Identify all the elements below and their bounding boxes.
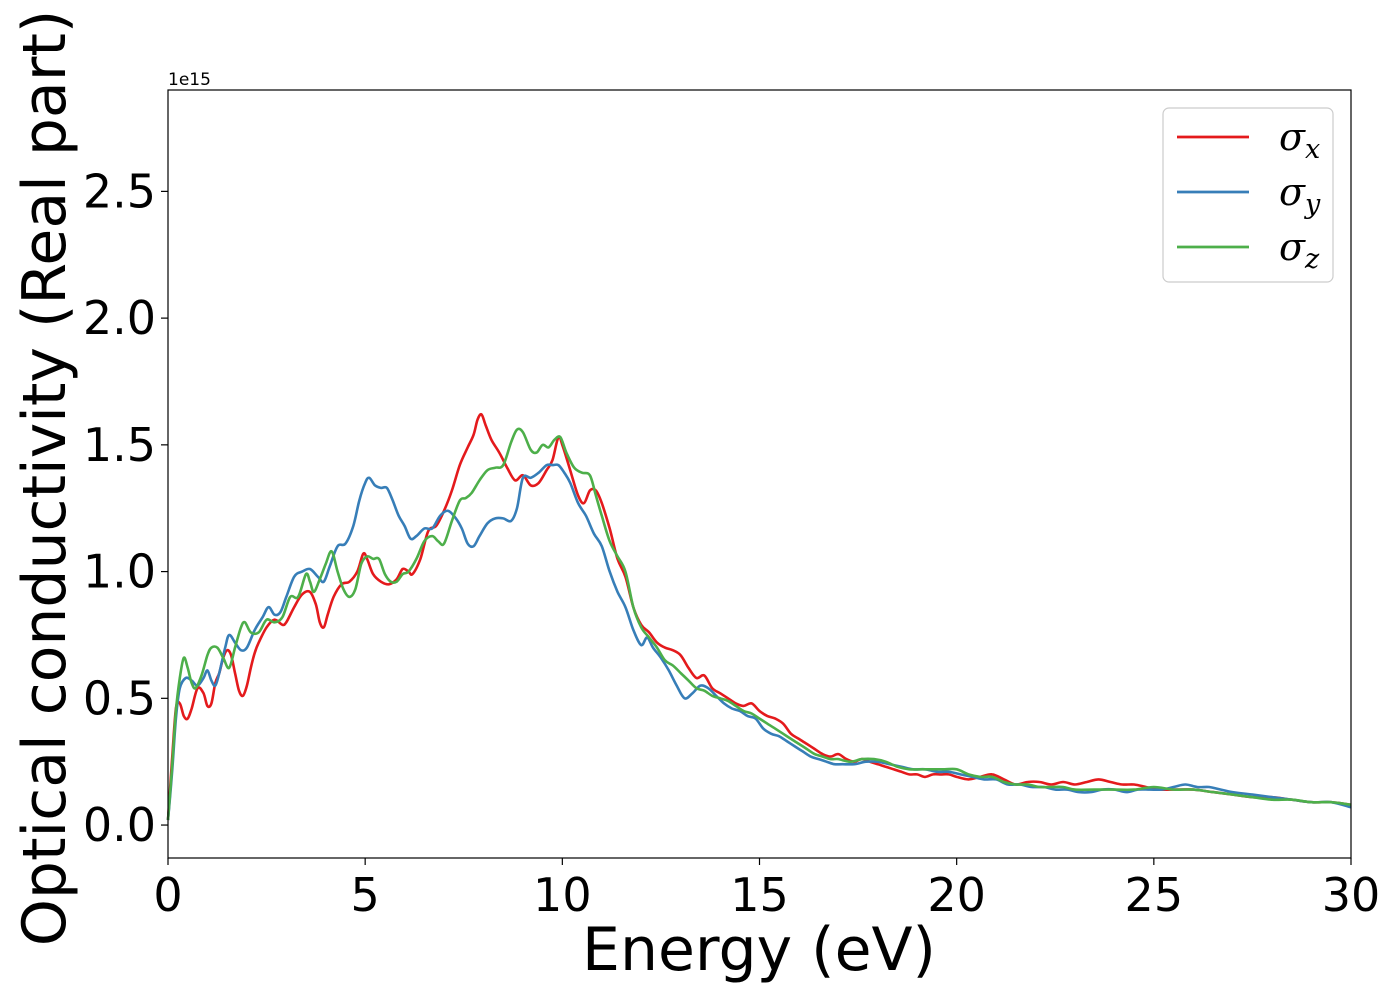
x-tick-label: 15 bbox=[730, 868, 789, 922]
y-tick-label: 2.0 bbox=[83, 291, 156, 345]
y-offset-label: 1e15 bbox=[168, 70, 211, 90]
y-axis-label: Optical conductivity (Real part) bbox=[10, 10, 80, 947]
x-axis-label: Energy (eV) bbox=[582, 915, 936, 985]
y-tick-label: 1.5 bbox=[83, 418, 156, 472]
x-tick-label: 5 bbox=[351, 868, 380, 922]
x-tick-label: 10 bbox=[533, 868, 592, 922]
x-axis-ticks: 0 5 10 15 20 25 30 bbox=[153, 858, 1380, 922]
series-lines bbox=[166, 412, 1352, 821]
x-tick-label: 0 bbox=[153, 868, 182, 922]
y-tick-label: 2.5 bbox=[83, 164, 156, 218]
x-tick-label: 30 bbox=[1322, 868, 1381, 922]
series-line-z bbox=[166, 427, 1352, 821]
x-tick-label: 25 bbox=[1125, 868, 1184, 922]
y-tick-label: 0.0 bbox=[83, 798, 156, 852]
legend-box bbox=[1162, 107, 1334, 283]
y-tick-label: 0.5 bbox=[83, 671, 156, 725]
y-axis-ticks: 0.0 0.5 1.0 1.5 2.0 2.5 bbox=[83, 164, 168, 852]
x-tick-label: 20 bbox=[927, 868, 986, 922]
y-tick-label: 1.0 bbox=[83, 545, 156, 599]
series-line-y bbox=[166, 463, 1352, 821]
